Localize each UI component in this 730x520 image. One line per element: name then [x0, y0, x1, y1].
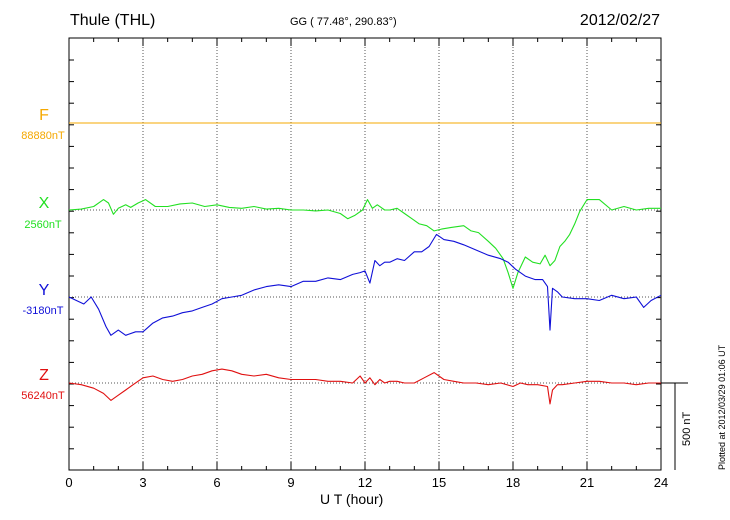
axis-ticks: [68, 38, 662, 470]
baseline-z: 56240nT: [21, 390, 65, 402]
label-x: X: [38, 195, 50, 212]
baseline-y: -3180nT: [22, 305, 64, 317]
scale-bar-label: 500 nT: [681, 411, 693, 446]
x-axis-label: U T (hour): [320, 491, 384, 507]
x-tick-label-18: 18: [506, 475, 520, 490]
station-title: Thule (THL): [70, 12, 156, 29]
x-tick-label-12: 12: [358, 475, 372, 490]
series-lines: [68, 122, 662, 405]
station-coordinates: GG ( 77.48°, 290.83°): [290, 16, 397, 28]
label-y: Y: [38, 282, 50, 299]
label-f: F: [39, 107, 49, 124]
label-z: Z: [39, 367, 49, 384]
x-tick-label-9: 9: [287, 475, 294, 490]
x-tick-labels: 0 3 6 9 12 15 18 21 24: [65, 475, 668, 490]
grid-lines: [142, 38, 588, 470]
baseline-f: 88880nT: [21, 130, 65, 142]
x-tick-label-3: 3: [139, 475, 146, 490]
x-tick-label-6: 6: [213, 475, 220, 490]
series-line-z: [68, 368, 661, 405]
baseline-x: 2560nT: [24, 219, 62, 231]
x-tick-label-15: 15: [432, 475, 446, 490]
series-line-x: [68, 199, 661, 289]
plotted-timestamp: Plotted at 2012/03/29 01:06 UT: [717, 344, 727, 470]
series-line-y: [68, 233, 662, 336]
x-tick-label-0: 0: [65, 475, 72, 490]
x-tick-label-21: 21: [580, 475, 594, 490]
scale-bar: [661, 382, 688, 470]
chart-date: 2012/02/27: [579, 12, 660, 29]
x-tick-label-24: 24: [654, 475, 668, 490]
